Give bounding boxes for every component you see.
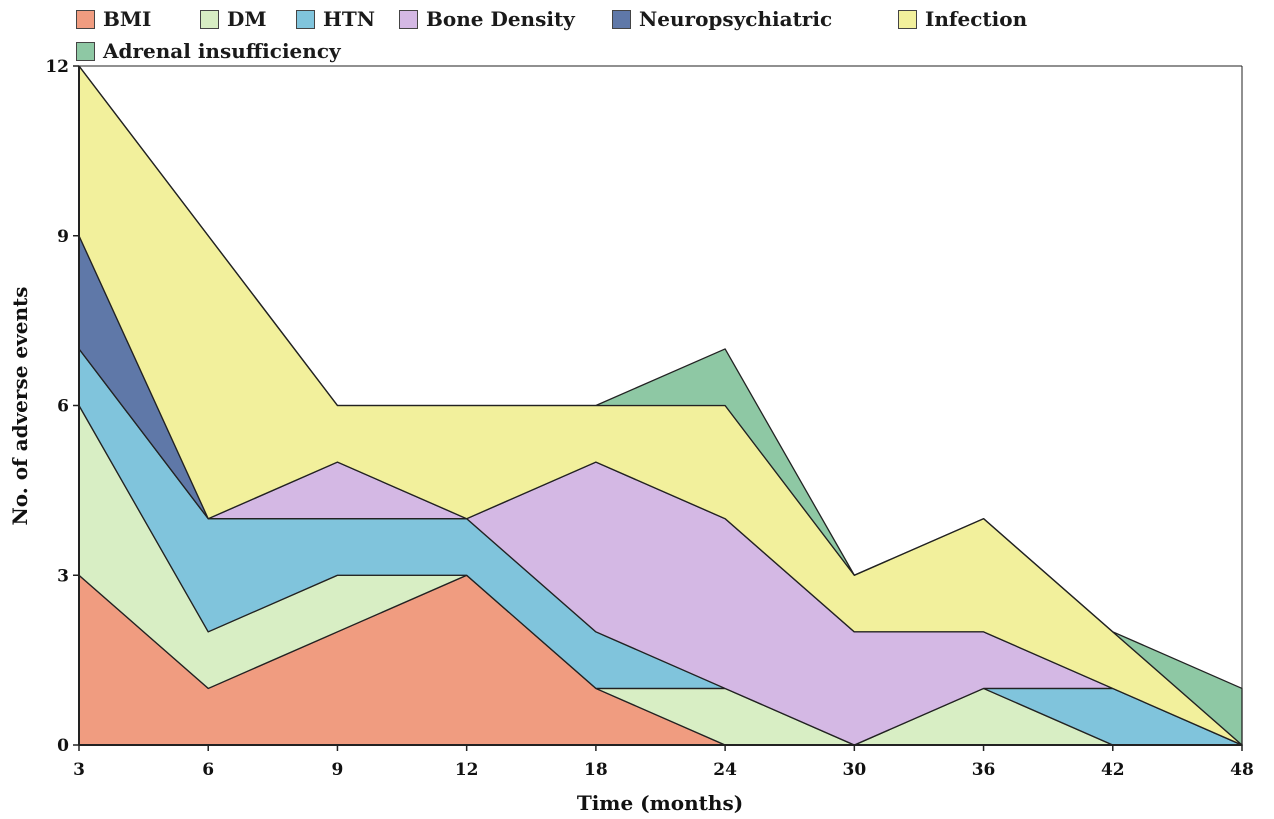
x-tick-label: 36 xyxy=(972,760,996,780)
legend-item: DM xyxy=(200,6,266,32)
legend-label: DM xyxy=(227,7,267,31)
legend-label: HTN xyxy=(323,7,376,31)
x-tick-label: 48 xyxy=(1230,760,1254,780)
legend-label: Bone Density xyxy=(426,7,575,31)
y-tick-label: 9 xyxy=(57,227,69,247)
x-axis-title: Time (months) xyxy=(577,791,743,815)
legend-item: HTN xyxy=(296,6,375,32)
y-tick-label: 3 xyxy=(57,566,69,586)
legend-item: Adrenal insufficiency xyxy=(76,38,341,64)
y-tick-label: 6 xyxy=(57,397,69,417)
x-tick-label: 12 xyxy=(455,760,479,780)
legend-swatch xyxy=(76,41,95,61)
y-tick-label: 0 xyxy=(57,736,69,756)
legend-swatch xyxy=(76,9,95,29)
legend-swatch xyxy=(612,9,631,29)
area-layers xyxy=(78,65,1243,746)
x-tick-label: 18 xyxy=(584,760,608,780)
x-tick-label: 30 xyxy=(842,760,866,780)
y-axis-title: No. of adverse events xyxy=(8,287,32,526)
x-tick-label: 24 xyxy=(713,760,737,780)
legend-swatch xyxy=(399,9,418,29)
legend-label: Neuropsychiatric xyxy=(639,7,833,31)
y-tick-label: 12 xyxy=(45,57,69,77)
legend-item: Neuropsychiatric xyxy=(612,6,832,32)
x-tick-label: 6 xyxy=(202,760,214,780)
legend-swatch xyxy=(898,9,917,29)
x-tick-label: 9 xyxy=(332,760,344,780)
legend-item: Infection xyxy=(898,6,1027,32)
x-tick-label: 3 xyxy=(73,760,85,780)
legend-item: BMI xyxy=(76,6,151,32)
legend-swatch xyxy=(200,9,219,29)
legend-item: Bone Density xyxy=(399,6,575,32)
legend-label: Infection xyxy=(925,7,1028,31)
x-tick-label: 42 xyxy=(1101,760,1125,780)
legend-swatch xyxy=(296,9,315,29)
legend-label: Adrenal insufficiency xyxy=(103,39,341,63)
legend-label: BMI xyxy=(103,7,152,31)
